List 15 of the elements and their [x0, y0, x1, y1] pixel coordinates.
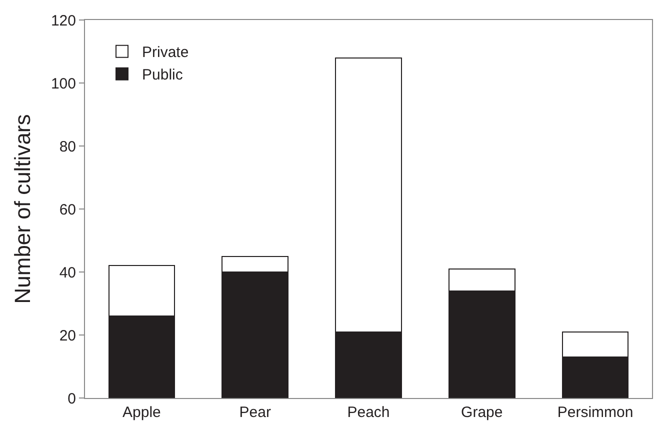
x-tick-label: Grape [461, 404, 503, 421]
legend-label: Private [142, 44, 189, 62]
x-tick-label: Pear [239, 404, 271, 421]
y-axis-title: Number of cultivars [10, 114, 35, 304]
y-tick-label: 60 [59, 201, 76, 218]
x-tick-label: Apple [122, 404, 161, 421]
y-tick-label: 80 [59, 138, 76, 156]
legend-label: Public [142, 66, 184, 84]
x-tick-label: Persimmon [557, 404, 634, 421]
x-tick-label: Peach [347, 404, 390, 421]
y-tick-label: 20 [59, 327, 76, 344]
y-tick-label: 0 [68, 390, 76, 408]
y-tick-label: 40 [59, 264, 76, 282]
y-tick-label: 100 [50, 75, 76, 92]
y-tick-label: 120 [50, 12, 76, 30]
